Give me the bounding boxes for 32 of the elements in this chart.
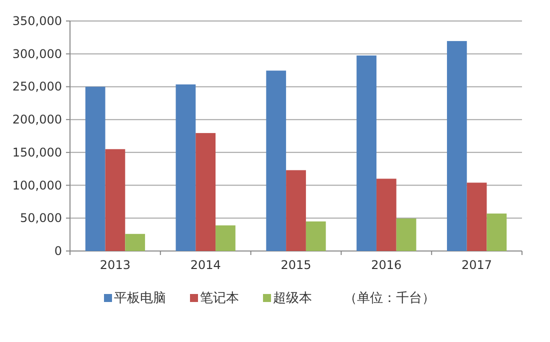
bar xyxy=(396,218,416,251)
y-tick-label: 250,000 xyxy=(12,80,62,94)
bar xyxy=(85,86,106,251)
legend-label: 超级本 xyxy=(273,291,312,306)
bar xyxy=(105,149,126,251)
y-tick-label: 150,000 xyxy=(12,145,62,160)
bar xyxy=(306,221,326,251)
bar xyxy=(286,170,306,251)
x-tick-label: 2016 xyxy=(371,258,402,272)
bar xyxy=(376,178,396,251)
y-tick-label: 50,000 xyxy=(20,211,62,226)
bar xyxy=(216,225,236,251)
bar xyxy=(125,234,146,251)
x-tick-label: 2017 xyxy=(462,258,492,272)
y-tick-label: 200,000 xyxy=(12,112,62,127)
legend-label: 平板电脑 xyxy=(114,291,166,306)
y-tick-label: 0 xyxy=(54,244,62,258)
x-tick-label: 2014 xyxy=(190,258,221,272)
x-tick-label: 2013 xyxy=(100,258,130,272)
y-tick-label: 300,000 xyxy=(12,46,62,61)
y-tick-label: 100,000 xyxy=(12,178,62,192)
bar xyxy=(176,84,196,251)
text: （单位：千台） xyxy=(344,291,435,306)
x-tick-label: 2015 xyxy=(280,258,312,272)
bar xyxy=(466,182,487,251)
bar xyxy=(446,41,467,251)
bar xyxy=(196,133,216,251)
bar xyxy=(266,70,286,251)
bar xyxy=(486,214,507,251)
legend-label: 笔记本 xyxy=(200,291,239,306)
y-tick-label: 350,000 xyxy=(12,14,62,28)
bar xyxy=(356,56,376,251)
